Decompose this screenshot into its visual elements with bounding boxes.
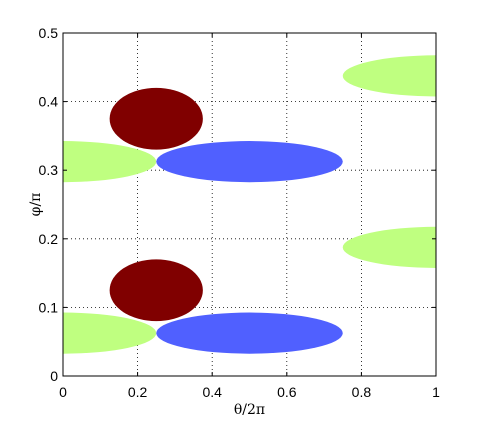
x-tick-label: 1 — [432, 384, 440, 400]
green-ellipse-mark — [342, 55, 436, 97]
x-axis-label: θ/2π — [234, 402, 265, 418]
maroon-ellipse-mark — [109, 259, 203, 322]
x-tick-label: 0.2 — [128, 384, 148, 400]
green-ellipse-mark — [63, 312, 157, 354]
axis-ticks: 0 0.2 0.4 0.6 0.8 1 0 0.1 0.2 0.3 0.4 0.5 — [39, 25, 441, 400]
blue-ellipse-mark — [156, 141, 343, 183]
y-tick-label: 0.1 — [39, 299, 59, 315]
x-tick-label: 0.6 — [277, 384, 297, 400]
green-ellipse-mark — [342, 226, 436, 268]
x-tick-label: 0 — [59, 384, 67, 400]
plot-frame — [62, 32, 437, 377]
x-tick-label: 0.8 — [352, 384, 372, 400]
y-tick-label: 0.5 — [39, 25, 59, 41]
y-tick-label: 0.4 — [39, 94, 59, 110]
y-tick-label: 0 — [50, 368, 58, 384]
chart-marks — [63, 55, 436, 354]
y-axis-label: φ/π — [28, 193, 44, 217]
y-tick-label: 0.3 — [39, 162, 59, 178]
blue-ellipse-mark — [156, 312, 343, 354]
y-tick-label: 0.2 — [39, 231, 59, 247]
x-tick-label: 0.4 — [202, 384, 222, 400]
maroon-ellipse-mark — [109, 87, 203, 150]
green-ellipse-mark — [63, 141, 157, 183]
